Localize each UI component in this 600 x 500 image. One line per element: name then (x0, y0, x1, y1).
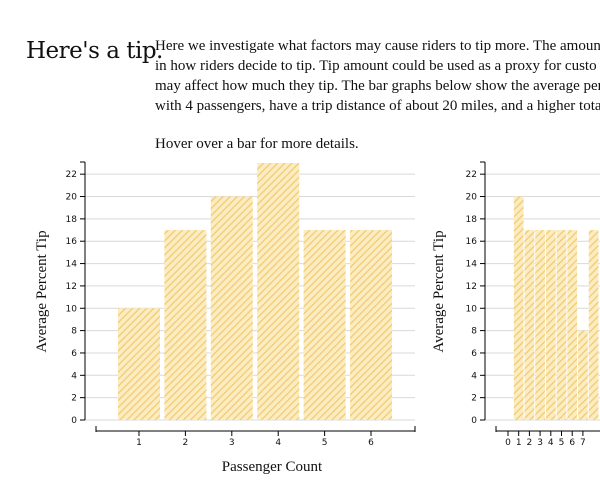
y-tick-label: 0 (471, 416, 477, 426)
x-tick-label: 4 (548, 438, 554, 448)
intro-line: Here we investigate what factors may cau… (155, 38, 600, 54)
x-tick-label: 3 (229, 438, 235, 448)
hover-instructions: Hover over a bar for more details. (155, 136, 359, 152)
x-tick-label: 1 (516, 438, 522, 448)
y-axis-title: Average Percent Tip (34, 230, 50, 352)
x-tick-label: 5 (559, 438, 565, 448)
y-tick-label: 16 (466, 237, 478, 247)
intro-paragraph: Here we investigate what factors may cau… (155, 36, 600, 116)
y-tick-label: 18 (66, 215, 78, 225)
page-heading: Here's a tip. (26, 38, 163, 64)
bar-passenger-6[interactable] (350, 230, 392, 420)
intro-line: may affect how much they tip. The bar gr… (155, 78, 600, 94)
x-tick-label: 5 (322, 438, 328, 448)
y-tick-label: 8 (471, 327, 477, 337)
y-tick-label: 14 (66, 260, 78, 270)
bar-x-6[interactable] (567, 230, 578, 420)
y-tick-label: 18 (466, 215, 478, 225)
x-tick-label: 0 (505, 438, 511, 448)
x-tick-label: 3 (537, 438, 543, 448)
y-tick-label: 2 (71, 394, 77, 404)
bar-x-4[interactable] (545, 230, 556, 420)
bar-x-7[interactable] (578, 330, 588, 420)
intro-line: in how riders decide to tip. Tip amount … (155, 58, 597, 74)
bar-passenger-2[interactable] (164, 230, 207, 420)
y-tick-label: 20 (466, 193, 478, 203)
bar-x-3[interactable] (535, 230, 545, 420)
bar-x-5[interactable] (556, 230, 567, 420)
bar-passenger-1[interactable] (118, 308, 160, 420)
bar-passenger-3[interactable] (210, 196, 253, 420)
y-tick-label: 14 (466, 260, 478, 270)
y-tick-label: 2 (471, 394, 477, 404)
x-tick-label: 2 (183, 438, 189, 448)
y-tick-label: 16 (66, 237, 78, 247)
bar-passenger-5[interactable] (303, 230, 346, 420)
x-axis-title: Passenger Count (222, 459, 323, 475)
y-tick-label: 6 (71, 349, 77, 359)
x-tick-label: 6 (368, 438, 374, 448)
bar-x-1[interactable] (513, 196, 524, 420)
y-tick-label: 6 (471, 349, 477, 359)
y-tick-label: 10 (66, 304, 78, 314)
y-tick-label: 20 (66, 193, 78, 203)
y-tick-label: 12 (66, 282, 77, 292)
y-tick-label: 4 (471, 371, 477, 381)
x-tick-label: 4 (275, 438, 281, 448)
bar-x-8[interactable] (588, 230, 599, 420)
x-tick-label: 1 (136, 438, 142, 448)
y-tick-label: 22 (66, 170, 77, 180)
y-tick-label: 12 (466, 282, 477, 292)
y-tick-label: 10 (466, 304, 478, 314)
intro-line: with 4 passengers, have a trip distance … (155, 98, 600, 114)
bar-x-2[interactable] (524, 230, 535, 420)
y-tick-label: 8 (71, 327, 77, 337)
x-tick-label: 2 (527, 438, 533, 448)
y-tick-label: 4 (71, 371, 77, 381)
y-axis-title: Average Percent Tip (431, 230, 447, 352)
y-tick-label: 22 (466, 170, 477, 180)
y-tick-label: 0 (71, 416, 77, 426)
x-tick-label: 7 (580, 438, 586, 448)
bar-passenger-4[interactable] (257, 163, 300, 420)
x-tick-label: 6 (569, 438, 575, 448)
